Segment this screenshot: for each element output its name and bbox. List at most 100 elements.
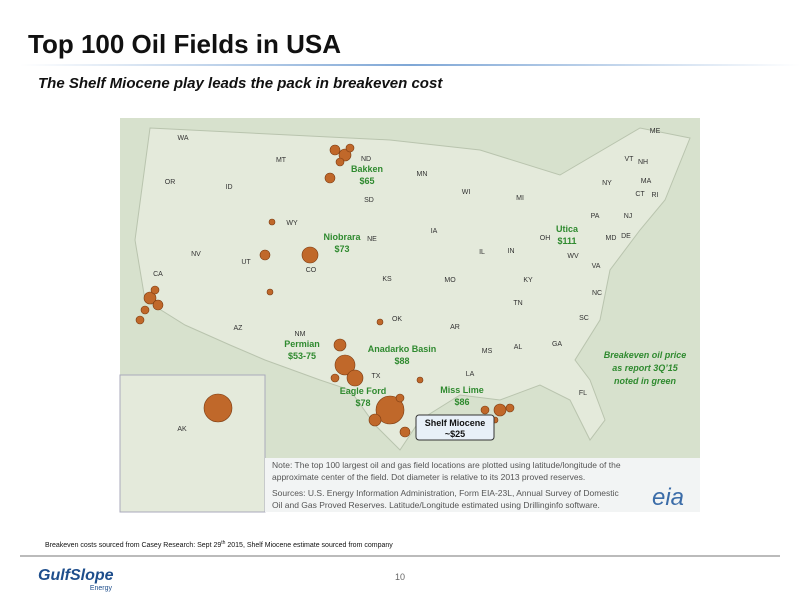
- play-price: $53-75: [288, 351, 316, 361]
- title: Top 100 Oil Fields in USA: [28, 29, 341, 59]
- field-dot: [376, 318, 384, 326]
- state-label: WI: [462, 189, 471, 196]
- field-dot: [152, 299, 164, 311]
- play-name: Miss Lime: [440, 385, 484, 395]
- play-name: Bakken: [351, 164, 383, 174]
- page-number: 10: [395, 572, 405, 582]
- state-label: KS: [382, 276, 392, 283]
- state-label: NH: [638, 159, 648, 166]
- breakeven-note: noted in green: [614, 376, 677, 386]
- field-dot: [399, 426, 411, 438]
- callout-name: Shelf Miocene: [425, 418, 486, 428]
- state-label: CO: [306, 267, 317, 274]
- breakeven-note: Breakeven oil price: [604, 350, 687, 360]
- state-label: NE: [367, 236, 377, 243]
- state-label: NV: [191, 251, 201, 258]
- state-label: GA: [552, 341, 562, 348]
- state-label: ID: [226, 184, 233, 191]
- play-price: $88: [394, 356, 409, 366]
- state-label: CA: [153, 271, 163, 278]
- state-label: IN: [508, 248, 515, 255]
- play-name: Niobrara: [323, 232, 361, 242]
- state-label: MA: [641, 178, 652, 185]
- play-price: $111: [557, 236, 576, 246]
- field-dot: [150, 285, 160, 295]
- note-box: [265, 458, 700, 512]
- state-label: KY: [523, 277, 533, 284]
- state-label: TN: [513, 300, 522, 307]
- state-label: MD: [606, 235, 617, 242]
- field-dot: [330, 373, 340, 383]
- field-dot: [333, 338, 347, 352]
- field-dot: [334, 354, 356, 376]
- state-label: MT: [276, 157, 287, 164]
- source-sup: th: [221, 540, 225, 546]
- state-label: IA: [431, 228, 438, 235]
- state-label: LA: [466, 371, 475, 378]
- state-label: ME: [650, 128, 661, 135]
- eia-logo: eia: [652, 484, 684, 511]
- play-price: $78: [355, 398, 370, 408]
- state-label: NM: [295, 331, 306, 338]
- play-price: $73: [334, 244, 349, 254]
- state-label: PA: [591, 213, 600, 220]
- alaska-inset: [119, 374, 266, 513]
- field-dot: [368, 413, 382, 427]
- state-label: SD: [364, 197, 374, 204]
- field-dot: [135, 315, 145, 325]
- field-dot: [143, 291, 157, 305]
- field-dot: [324, 172, 336, 184]
- subtitle: The Shelf Miocene play leads the pack in…: [38, 75, 443, 92]
- play-price: $65: [359, 176, 374, 186]
- state-label: MO: [444, 277, 456, 284]
- field-dot: [335, 157, 345, 167]
- field-dot: [375, 395, 405, 425]
- state-label: NJ: [624, 213, 633, 220]
- source-text: 2015, Shelf Miocene estimate sourced fro…: [225, 542, 393, 549]
- callout-price: ~$25: [445, 429, 465, 439]
- state-label: IL: [479, 249, 485, 256]
- state-label: UT: [241, 259, 251, 266]
- state-label: DE: [621, 233, 631, 240]
- state-label: FL: [579, 390, 587, 397]
- field-dot: [268, 218, 276, 226]
- play-name: Eagle Ford: [340, 386, 387, 396]
- callout-box: [415, 414, 495, 441]
- state-label: ND: [361, 156, 371, 163]
- source-note-line: approximate center of the field. Dot dia…: [272, 472, 585, 482]
- play-name: Permian: [284, 339, 320, 349]
- field-dot: [395, 393, 405, 403]
- state-label: VA: [592, 263, 601, 270]
- state-label: AR: [450, 324, 460, 331]
- state-label: WV: [567, 253, 579, 260]
- state-label: WA: [177, 135, 188, 142]
- field-dot: [301, 246, 319, 264]
- title-rule: [20, 64, 800, 66]
- us-land: [134, 127, 691, 451]
- state-label: NY: [602, 180, 612, 187]
- field-dot: [338, 148, 352, 162]
- source-note-line: Sources: U.S. Energy Information Adminis…: [272, 488, 620, 498]
- state-label: OK: [392, 316, 402, 323]
- play-name: Anadarko Basin: [368, 344, 437, 354]
- state-label: CT: [635, 191, 645, 198]
- state-label: MI: [516, 195, 524, 202]
- state-label: OH: [540, 235, 551, 242]
- breakeven-note: as report 3Q’15: [612, 363, 679, 373]
- state-label: MS: [482, 348, 493, 355]
- field-dot: [346, 369, 364, 387]
- source-note-line: Note: The top 100 largest oil and gas fi…: [272, 460, 621, 470]
- state-label: WY: [286, 220, 298, 227]
- play-name: Utica: [556, 224, 579, 234]
- source-text: Breakeven costs sourced from Casey Resea…: [45, 542, 221, 549]
- state-label: VT: [625, 156, 635, 163]
- play-price: $86: [454, 397, 469, 407]
- state-label: AZ: [234, 325, 244, 332]
- footer-rule: [20, 555, 780, 557]
- source-note-line: Oil and Gas Proved Reserves. Latitude/Lo…: [272, 500, 600, 510]
- field-dot: [416, 376, 424, 384]
- field-dot: [259, 249, 271, 261]
- state-label: AL: [514, 344, 523, 351]
